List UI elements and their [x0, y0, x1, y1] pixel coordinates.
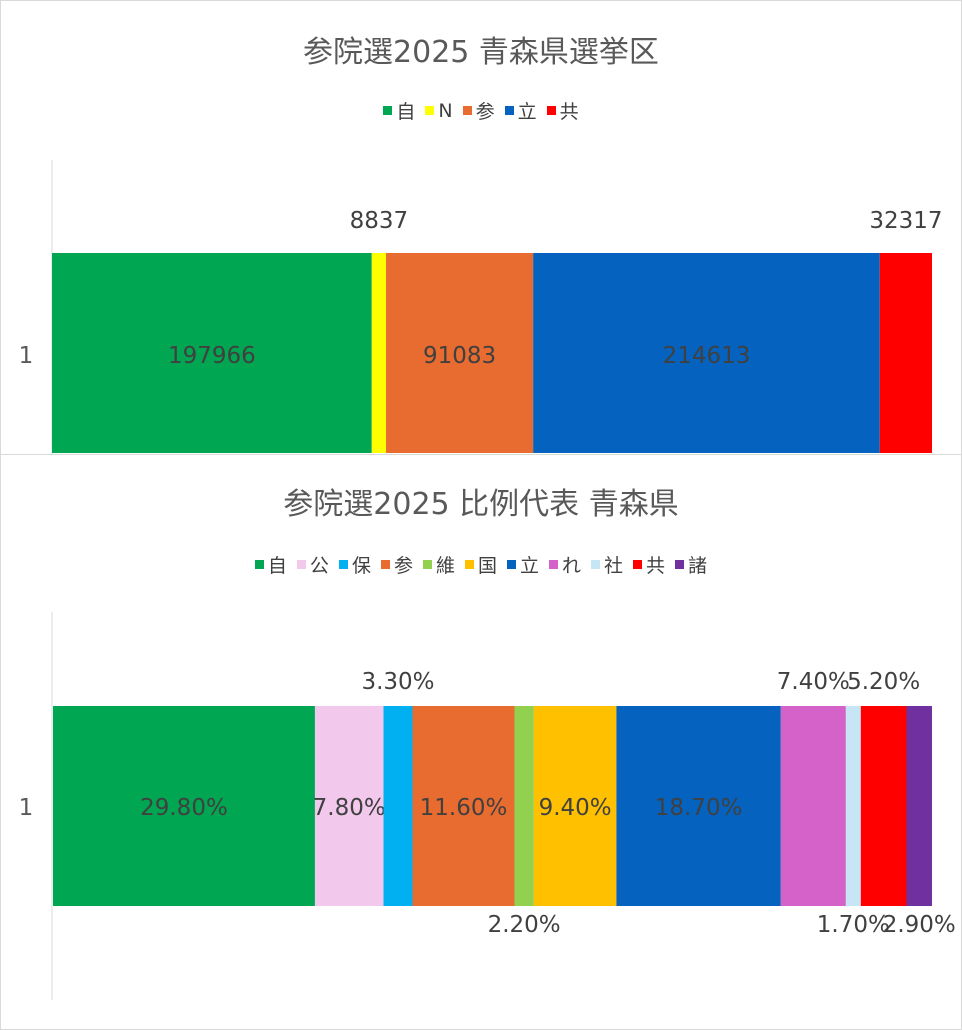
chart-title: 参院選2025 比例代表 青森県 [283, 487, 679, 522]
legend-swatch [504, 106, 514, 115]
legend-label: 参 [393, 555, 413, 577]
legend-swatch [633, 560, 643, 569]
legend-item: 参 [462, 97, 495, 124]
legend-item: 自 [383, 97, 415, 124]
chart-title: 参院選2025 青森県選挙区 [303, 35, 659, 70]
legend-item: 諸 [675, 551, 707, 578]
data-label: 214613 [663, 343, 751, 369]
data-label: 91083 [423, 343, 496, 369]
legend-label: 共 [646, 555, 666, 577]
legend-item: N [425, 97, 453, 124]
legend-item: 参 [380, 551, 413, 578]
legend-label: 共 [559, 101, 579, 123]
legend-label: 参 [475, 101, 495, 123]
legend-label: 保 [351, 555, 371, 577]
bar-segment [879, 253, 932, 453]
data-label: 5.20% [847, 669, 920, 695]
data-label: 197966 [168, 343, 256, 369]
data-label: 29.80% [140, 795, 228, 821]
legend-swatch [296, 560, 306, 569]
legend-swatch [546, 106, 556, 115]
legend-swatch [591, 560, 601, 569]
category-tick-label: 1 [19, 343, 34, 369]
legend-label: 自 [267, 555, 287, 577]
legend-swatch [462, 106, 472, 115]
bar-segment [533, 706, 617, 906]
legend-swatch [380, 560, 390, 569]
legend-item: 国 [464, 551, 497, 578]
legend-label: 立 [517, 101, 537, 123]
bar-segment [371, 253, 387, 453]
data-label: 7.40% [777, 669, 850, 695]
legend-item: 公 [296, 551, 329, 578]
bar-segment [52, 253, 372, 453]
bar-segment [533, 253, 880, 453]
legend-item: 維 [422, 551, 455, 578]
category-tick-label: 1 [19, 795, 34, 821]
data-label: 11.60% [420, 795, 508, 821]
legend-label: 立 [520, 555, 540, 577]
data-label: 18.70% [655, 795, 743, 821]
bar-segment [845, 706, 861, 906]
legend-swatch [383, 106, 393, 115]
bar-chart-prefecture: 1 197966 8837 91083 214613 32317 [19, 160, 942, 454]
legend-item: 保 [338, 551, 371, 578]
legend-item: 立 [507, 551, 539, 578]
data-label: 2.20% [488, 912, 561, 938]
legend-swatch [425, 106, 435, 115]
legend-label: 自 [396, 101, 416, 123]
legend-label: N [438, 99, 453, 122]
legend-swatch [464, 560, 474, 569]
bar-segment [412, 706, 515, 906]
data-label: 2.90% [883, 912, 956, 938]
chart-legend: 自公保参維国 立れ社共諸 [1, 551, 961, 578]
bar-segment [514, 706, 534, 906]
bar-segment [860, 706, 907, 906]
legend-swatch [338, 560, 348, 569]
legend-swatch [507, 560, 516, 569]
data-label: 7.80% [313, 795, 386, 821]
bar-segment [616, 706, 781, 906]
bar-segment [383, 706, 413, 906]
legend-label: 公 [309, 555, 329, 577]
legend-swatch [675, 560, 685, 569]
bar-segment [780, 706, 846, 906]
data-label: 9.40% [539, 795, 612, 821]
legend-label: 諸 [688, 555, 708, 577]
legend-label: 維 [435, 555, 455, 577]
bar-segment [53, 706, 315, 906]
legend-item: 共 [633, 551, 665, 578]
legend-swatch [254, 560, 264, 569]
data-label: 3.30% [361, 669, 434, 695]
bar-segment [314, 706, 384, 906]
bar-segment [386, 253, 534, 453]
data-label: 32317 [869, 208, 942, 234]
legend-label: 社 [604, 555, 624, 577]
legend-item: 立 [504, 97, 537, 124]
legend-item: 自 [254, 551, 287, 578]
legend-label: 国 [477, 555, 497, 577]
legend-label: れ [562, 555, 582, 577]
bar-segment [906, 706, 932, 906]
legend-item: れ [549, 551, 581, 578]
legend-item: 共 [546, 97, 579, 124]
data-label: 1.70% [817, 912, 890, 938]
legend-swatch [549, 560, 559, 569]
legend-swatch [422, 560, 432, 569]
legend-item: 社 [591, 551, 623, 578]
data-label: 8837 [350, 208, 409, 234]
